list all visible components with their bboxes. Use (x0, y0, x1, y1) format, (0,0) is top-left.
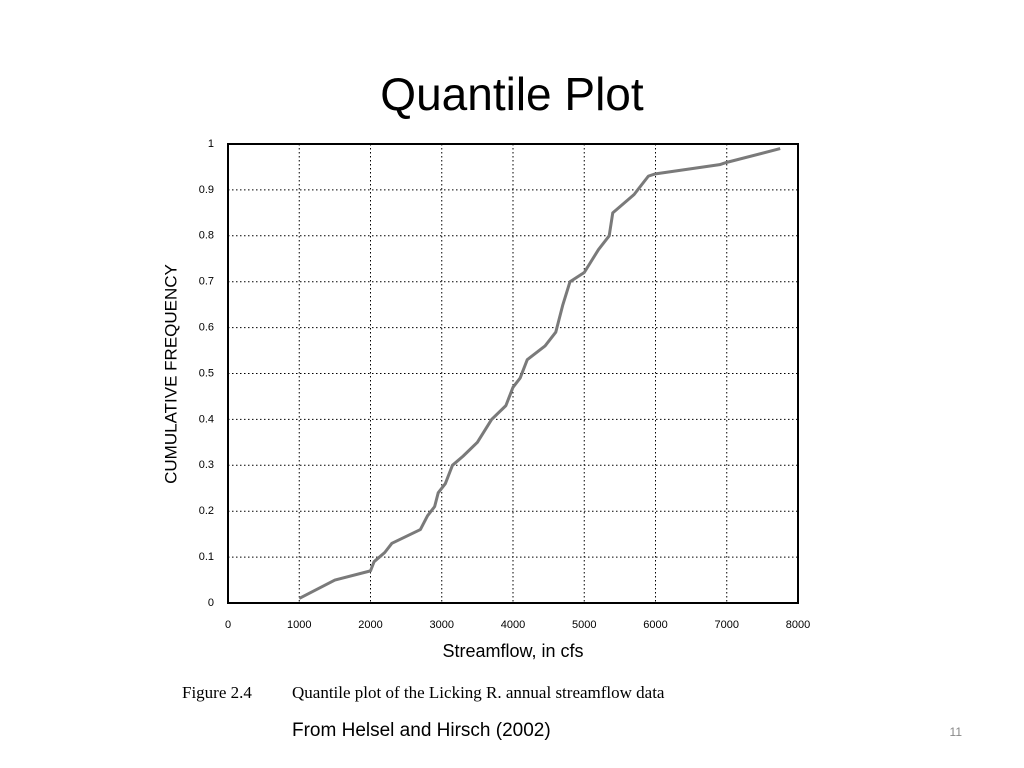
x-tick-label: 4000 (501, 619, 525, 631)
y-tick-label: 0.3 (199, 459, 214, 471)
source: From Helsel and Hirsch (2002) (292, 720, 551, 741)
caption-text: Quantile plot of the Licking R. annual s… (292, 683, 665, 702)
y-tick-label: 0.9 (199, 184, 214, 196)
x-tick-label: 5000 (572, 619, 596, 631)
x-tick-label: 1000 (287, 619, 311, 631)
x-tick-label: 0 (225, 619, 231, 631)
x-tick-label: 7000 (715, 619, 739, 631)
y-tick-label: 0.2 (199, 505, 214, 517)
caption-label: Figure 2.4 (182, 683, 252, 702)
y-tick-label: 0 (208, 597, 214, 609)
x-tick-label: 3000 (430, 619, 454, 631)
page-number: 11 (950, 725, 963, 739)
data-line (298, 147, 781, 600)
x-tick-label: 8000 (786, 619, 810, 631)
y-tick-label: 0.1 (199, 551, 214, 563)
plot-frame (227, 143, 799, 604)
y-tick-label: 0.6 (199, 322, 214, 334)
y-axis-label: CUMULATIVE FREQUENCY (161, 264, 180, 484)
y-tick-label: 0.5 (199, 367, 214, 379)
y-tick-label: 1 (208, 138, 214, 150)
y-tick-label: 0.4 (199, 413, 214, 425)
x-tick-label: 6000 (643, 619, 667, 631)
x-tick-label: 2000 (358, 619, 382, 631)
x-axis-label: Streamflow, in cfs (442, 641, 583, 661)
slide-title: Quantile Plot (380, 68, 644, 120)
y-tick-label: 0.8 (199, 230, 214, 242)
y-tick-label: 0.7 (199, 276, 214, 288)
